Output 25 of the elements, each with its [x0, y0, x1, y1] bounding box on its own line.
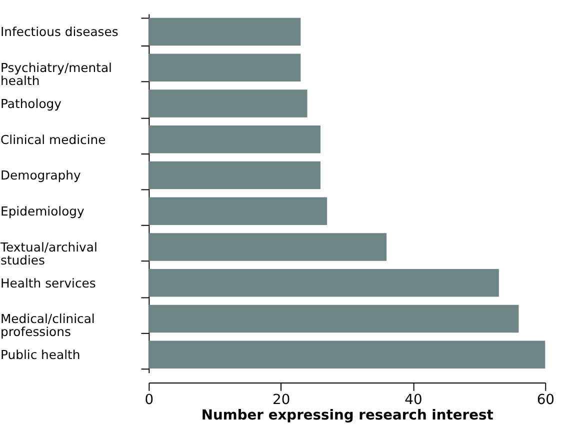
y-tick-label: Infectious diseases: [0, 25, 118, 40]
y-tick-label: Health services: [0, 276, 96, 290]
bar: [148, 268, 499, 297]
x-tick-label: 40: [404, 392, 422, 408]
bar: [148, 340, 546, 369]
bar: [148, 304, 519, 333]
y-tick-label: Pathology: [0, 96, 62, 111]
y-tick-label: Clinical medicine: [0, 132, 106, 147]
x-tick-label: 60: [536, 392, 554, 408]
y-tick-label: Epidemiology: [0, 204, 84, 219]
y-tick-label: Demography: [0, 168, 81, 183]
bar: [148, 90, 308, 118]
bar: [148, 125, 320, 154]
bar: [148, 18, 301, 46]
y-tick-label: Medical/clinical professions: [0, 312, 95, 340]
y-tick-label: Psychiatry/mental health: [0, 61, 112, 88]
bar: [148, 233, 387, 261]
x-tick-label: 20: [272, 392, 290, 408]
bar: [148, 161, 320, 190]
bar: [148, 197, 328, 225]
y-tick-label: Public health: [0, 348, 80, 362]
x-tick-label: 0: [144, 392, 154, 408]
x-axis-title: Number expressing research interest: [201, 408, 494, 424]
y-tick-label: Textual/archival studies: [0, 240, 98, 268]
bar: [148, 54, 301, 82]
